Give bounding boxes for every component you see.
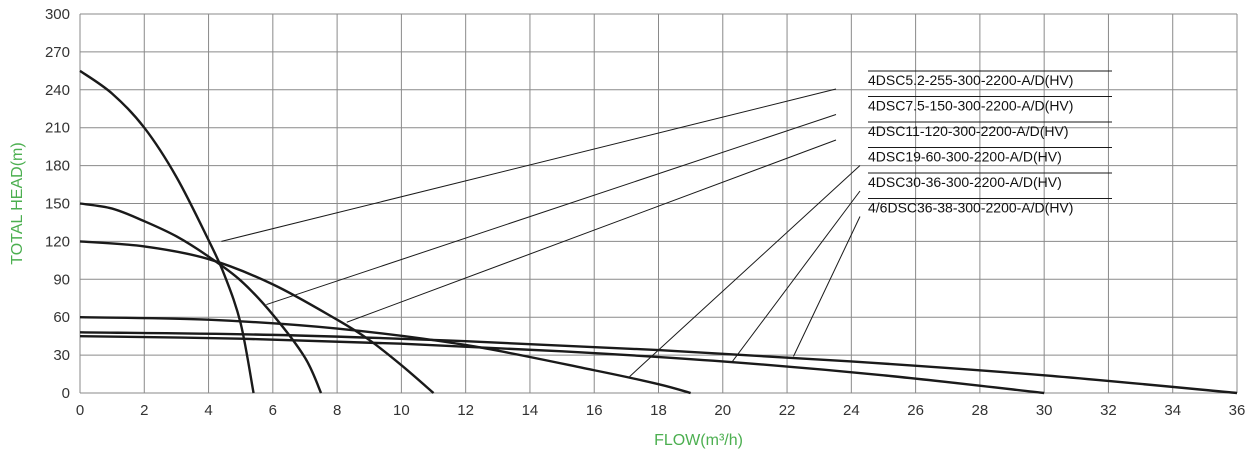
legend-entry: 4DSC7.5-150-300-2200-A/D(HV) (868, 98, 1073, 114)
y-tick-label: 270 (45, 44, 70, 61)
y-tick-label: 30 (53, 347, 70, 364)
x-tick-label: 6 (269, 402, 277, 419)
x-tick-label: 34 (1164, 402, 1181, 419)
legend-leader (793, 216, 861, 357)
y-tick-label: 150 (45, 196, 70, 213)
x-tick-label: 2 (140, 402, 148, 419)
legend: 4DSC5.2-255-300-2200-A/D(HV) 4DSC7.5-150-… (868, 72, 1073, 216)
series-line (79, 334, 1045, 395)
x-tick-label: 24 (843, 402, 860, 419)
legend-leader (732, 190, 861, 362)
legend-entry: 4DSC5.2-255-300-2200-A/D(HV) (868, 72, 1073, 88)
x-tick-label: 26 (907, 402, 924, 419)
grid-lines (79, 13, 1238, 394)
legend-entry: 4/6DSC36-38-300-2200-A/D(HV) (868, 200, 1073, 216)
x-tick-label: 14 (522, 402, 539, 419)
y-tick-label: 0 (62, 385, 70, 402)
y-tick-label: 240 (45, 82, 70, 99)
y-tick-label: 210 (45, 120, 70, 137)
x-tick-label: 20 (714, 402, 731, 419)
y-tick-label: 180 (45, 158, 70, 175)
legend-entry: 4DSC11-120-300-2200-A/D(HV) (868, 123, 1069, 139)
x-tick-label: 32 (1100, 402, 1117, 419)
y-tick-labels: 0 30 60 90 120 150 180 210 240 270 300 (45, 6, 70, 402)
legend-leader (346, 139, 837, 323)
legend-entry: 4DSC30-36-300-2200-A/D(HV) (868, 174, 1062, 190)
legend-leader (266, 114, 837, 306)
y-tick-label: 60 (53, 309, 70, 326)
x-axis-label: FLOW(m³/h) (654, 432, 743, 449)
x-tick-label: 28 (972, 402, 989, 419)
x-tick-label: 18 (650, 402, 667, 419)
series-line (79, 69, 255, 394)
x-tick-label: 22 (779, 402, 796, 419)
x-tick-labels: 0 2 4 6 8 10 12 14 16 18 20 22 24 26 28 30 32 34 36 (76, 402, 1246, 419)
y-axis-label: TOTAL HEAD(m) (9, 142, 26, 264)
x-tick-label: 12 (457, 402, 474, 419)
legend-entry: 4DSC19-60-300-2200-A/D(HV) (868, 149, 1062, 165)
x-tick-label: 0 (76, 402, 84, 419)
x-tick-label: 10 (393, 402, 410, 419)
y-tick-label: 90 (53, 271, 70, 288)
y-tick-label: 300 (45, 6, 70, 23)
x-tick-label: 16 (586, 402, 603, 419)
series-line (79, 240, 435, 394)
series-line (79, 202, 323, 394)
x-tick-label: 8 (333, 402, 341, 419)
x-tick-label: 4 (204, 402, 212, 419)
legend-leader (629, 165, 861, 377)
legend-leader (221, 88, 837, 242)
x-tick-label: 30 (1036, 402, 1053, 419)
x-tick-label: 36 (1229, 402, 1246, 419)
legend-leader-lines (221, 70, 1112, 377)
y-tick-label: 120 (45, 233, 70, 250)
